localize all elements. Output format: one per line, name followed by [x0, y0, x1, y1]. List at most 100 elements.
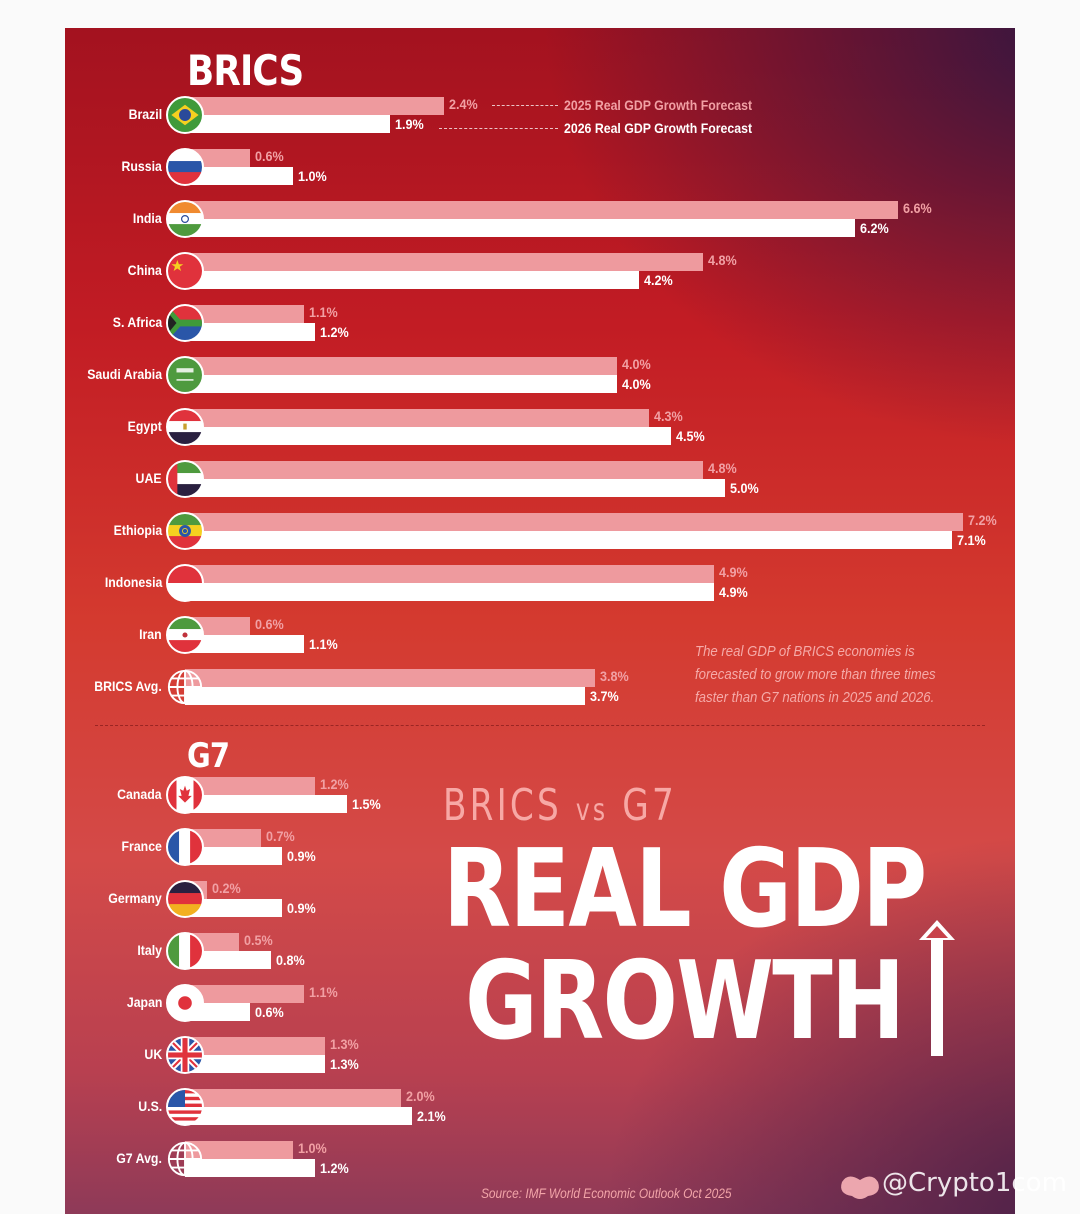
bar-2025: [185, 201, 898, 219]
country-label: Iran: [139, 626, 162, 642]
country-label: G7 Avg.: [116, 1150, 162, 1166]
bar-2025: [185, 777, 315, 795]
saudi-arabia-flag-icon: [166, 356, 204, 394]
bar-2025: [185, 1141, 293, 1159]
value-label-2025: 1.3%: [330, 1036, 360, 1052]
bar-2026: [185, 951, 272, 969]
bar-2025: [185, 829, 261, 847]
value-label-2025: 0.2%: [211, 880, 241, 896]
country-label: India: [133, 210, 162, 226]
chart-row: 0.7% 0.9% France: [65, 827, 1015, 867]
value-label-2026: 0.6%: [254, 1004, 284, 1020]
south-africa-flag-icon: [166, 304, 204, 342]
uk-flag-icon: [166, 1036, 204, 1074]
country-label: Canada: [117, 786, 162, 802]
country-label: Egypt: [127, 418, 162, 434]
value-label-2026: 1.1%: [308, 636, 338, 652]
bar-2026: [185, 531, 952, 549]
chart-row: 1.0% 1.2% G7 Avg.: [65, 1139, 1015, 1179]
chart-row: 0.2% 0.9% Germany: [65, 879, 1015, 919]
country-label: Saudi Arabia: [87, 366, 162, 382]
value-label-2025: 1.1%: [308, 984, 338, 1000]
canada-flag-icon: [166, 776, 204, 814]
country-label: U.S.: [138, 1098, 162, 1114]
value-label-2026: 0.9%: [287, 900, 316, 916]
value-label-2025: 3.8%: [600, 668, 630, 684]
country-label: France: [121, 838, 162, 854]
bar-2025: [185, 461, 704, 479]
chart-row: 4.0% 4.0% Saudi Arabia: [65, 355, 1015, 395]
legend-2025: 2025 Real GDP Growth Forecast: [564, 97, 753, 113]
chart-row: 0.6% 1.0% Russia: [65, 147, 1015, 187]
bar-2025: [185, 565, 715, 583]
chart-row: 2.4% 1.9% Brazil: [65, 95, 1015, 135]
bar-2026: [185, 1159, 315, 1177]
chart-row: 7.2% 7.1% Ethiopia: [65, 511, 1015, 551]
japan-flag-icon: [166, 984, 204, 1022]
subtitle-g7: G7: [622, 780, 677, 831]
subtitle-vs: vs: [575, 793, 609, 828]
value-label-2025: 0.6%: [254, 616, 284, 632]
country-label: S. Africa: [112, 314, 162, 330]
bar-2026: [185, 427, 671, 445]
value-label-2025: 6.6%: [902, 200, 932, 216]
source-note: Source: IMF World Economic Outlook Oct 2…: [481, 1185, 732, 1201]
country-label: Japan: [126, 994, 162, 1010]
value-label-2026: 5.0%: [730, 480, 759, 496]
china-flag-icon: [166, 252, 204, 290]
bar-2025: [185, 669, 596, 687]
france-flag-icon: [166, 828, 204, 866]
brazil-flag-icon: [166, 96, 204, 134]
bar-2026: [185, 635, 304, 653]
value-label-2026: 1.0%: [298, 168, 327, 184]
legend-leader-2025: [492, 105, 558, 106]
ethiopia-flag-icon: [166, 512, 204, 550]
value-label-2025: 4.3%: [654, 408, 684, 424]
value-label-2025: 0.6%: [254, 148, 284, 164]
country-label: Russia: [121, 158, 162, 174]
bar-2026: [185, 1055, 326, 1073]
bar-2026: [185, 167, 293, 185]
chart-row: 0.5% 0.8% Italy: [65, 931, 1015, 971]
chart-row: 1.1% 1.2% S. Africa: [65, 303, 1015, 343]
chart-row: 1.3% 1.3% UK: [65, 1035, 1015, 1075]
section-divider: [95, 725, 985, 726]
bar-2026: [185, 375, 617, 393]
infographic-panel: BRICS G7 2.4% 1.9% Brazil 0.6% 1.0% Russia 6.6…: [65, 28, 1015, 1214]
chart-row: 6.6% 6.2% India: [65, 199, 1015, 239]
value-label-2026: 4.9%: [719, 584, 748, 600]
watermark-text: @Crypto1com: [882, 1168, 1067, 1198]
chart-row: 1.1% 0.6% Japan: [65, 983, 1015, 1023]
value-label-2026: 6.2%: [859, 220, 889, 236]
headline-subtitle: BRICS vs G7: [443, 780, 677, 831]
country-label: UK: [144, 1046, 162, 1062]
value-label-2025: 1.0%: [298, 1140, 327, 1156]
country-label: Ethiopia: [113, 522, 162, 538]
value-label-2025: 1.1%: [308, 304, 338, 320]
country-label: Indonesia: [104, 574, 162, 590]
bar-2026: [185, 479, 725, 497]
bar-2025: [185, 97, 445, 115]
legend-2026: 2026 Real GDP Growth Forecast: [564, 120, 753, 136]
watermark-logo-icon: [841, 1176, 879, 1199]
value-label-2025: 4.8%: [708, 460, 738, 476]
us-flag-icon: [166, 1088, 204, 1126]
value-label-2026: 2.1%: [416, 1108, 446, 1124]
value-label-2026: 4.0%: [622, 376, 651, 392]
value-label-2026: 3.7%: [589, 688, 619, 704]
bar-2026: [185, 899, 283, 917]
value-label-2026: 1.9%: [395, 116, 424, 132]
legend-leader-2026: [439, 128, 558, 129]
value-label-2026: 1.2%: [319, 1160, 349, 1176]
bar-2025: [185, 305, 304, 323]
indonesia-flag-icon: [166, 564, 204, 602]
value-label-2026: 1.2%: [319, 324, 349, 340]
country-label: BRICS Avg.: [94, 678, 162, 694]
growth-arrow-icon: [919, 920, 955, 1056]
country-label: China: [127, 262, 162, 278]
value-label-2026: 7.1%: [956, 532, 986, 548]
bar-2026: [185, 1107, 412, 1125]
uae-flag-icon: [166, 460, 204, 498]
value-label-2026: 4.5%: [676, 428, 705, 444]
value-label-2025: 0.5%: [244, 932, 273, 948]
